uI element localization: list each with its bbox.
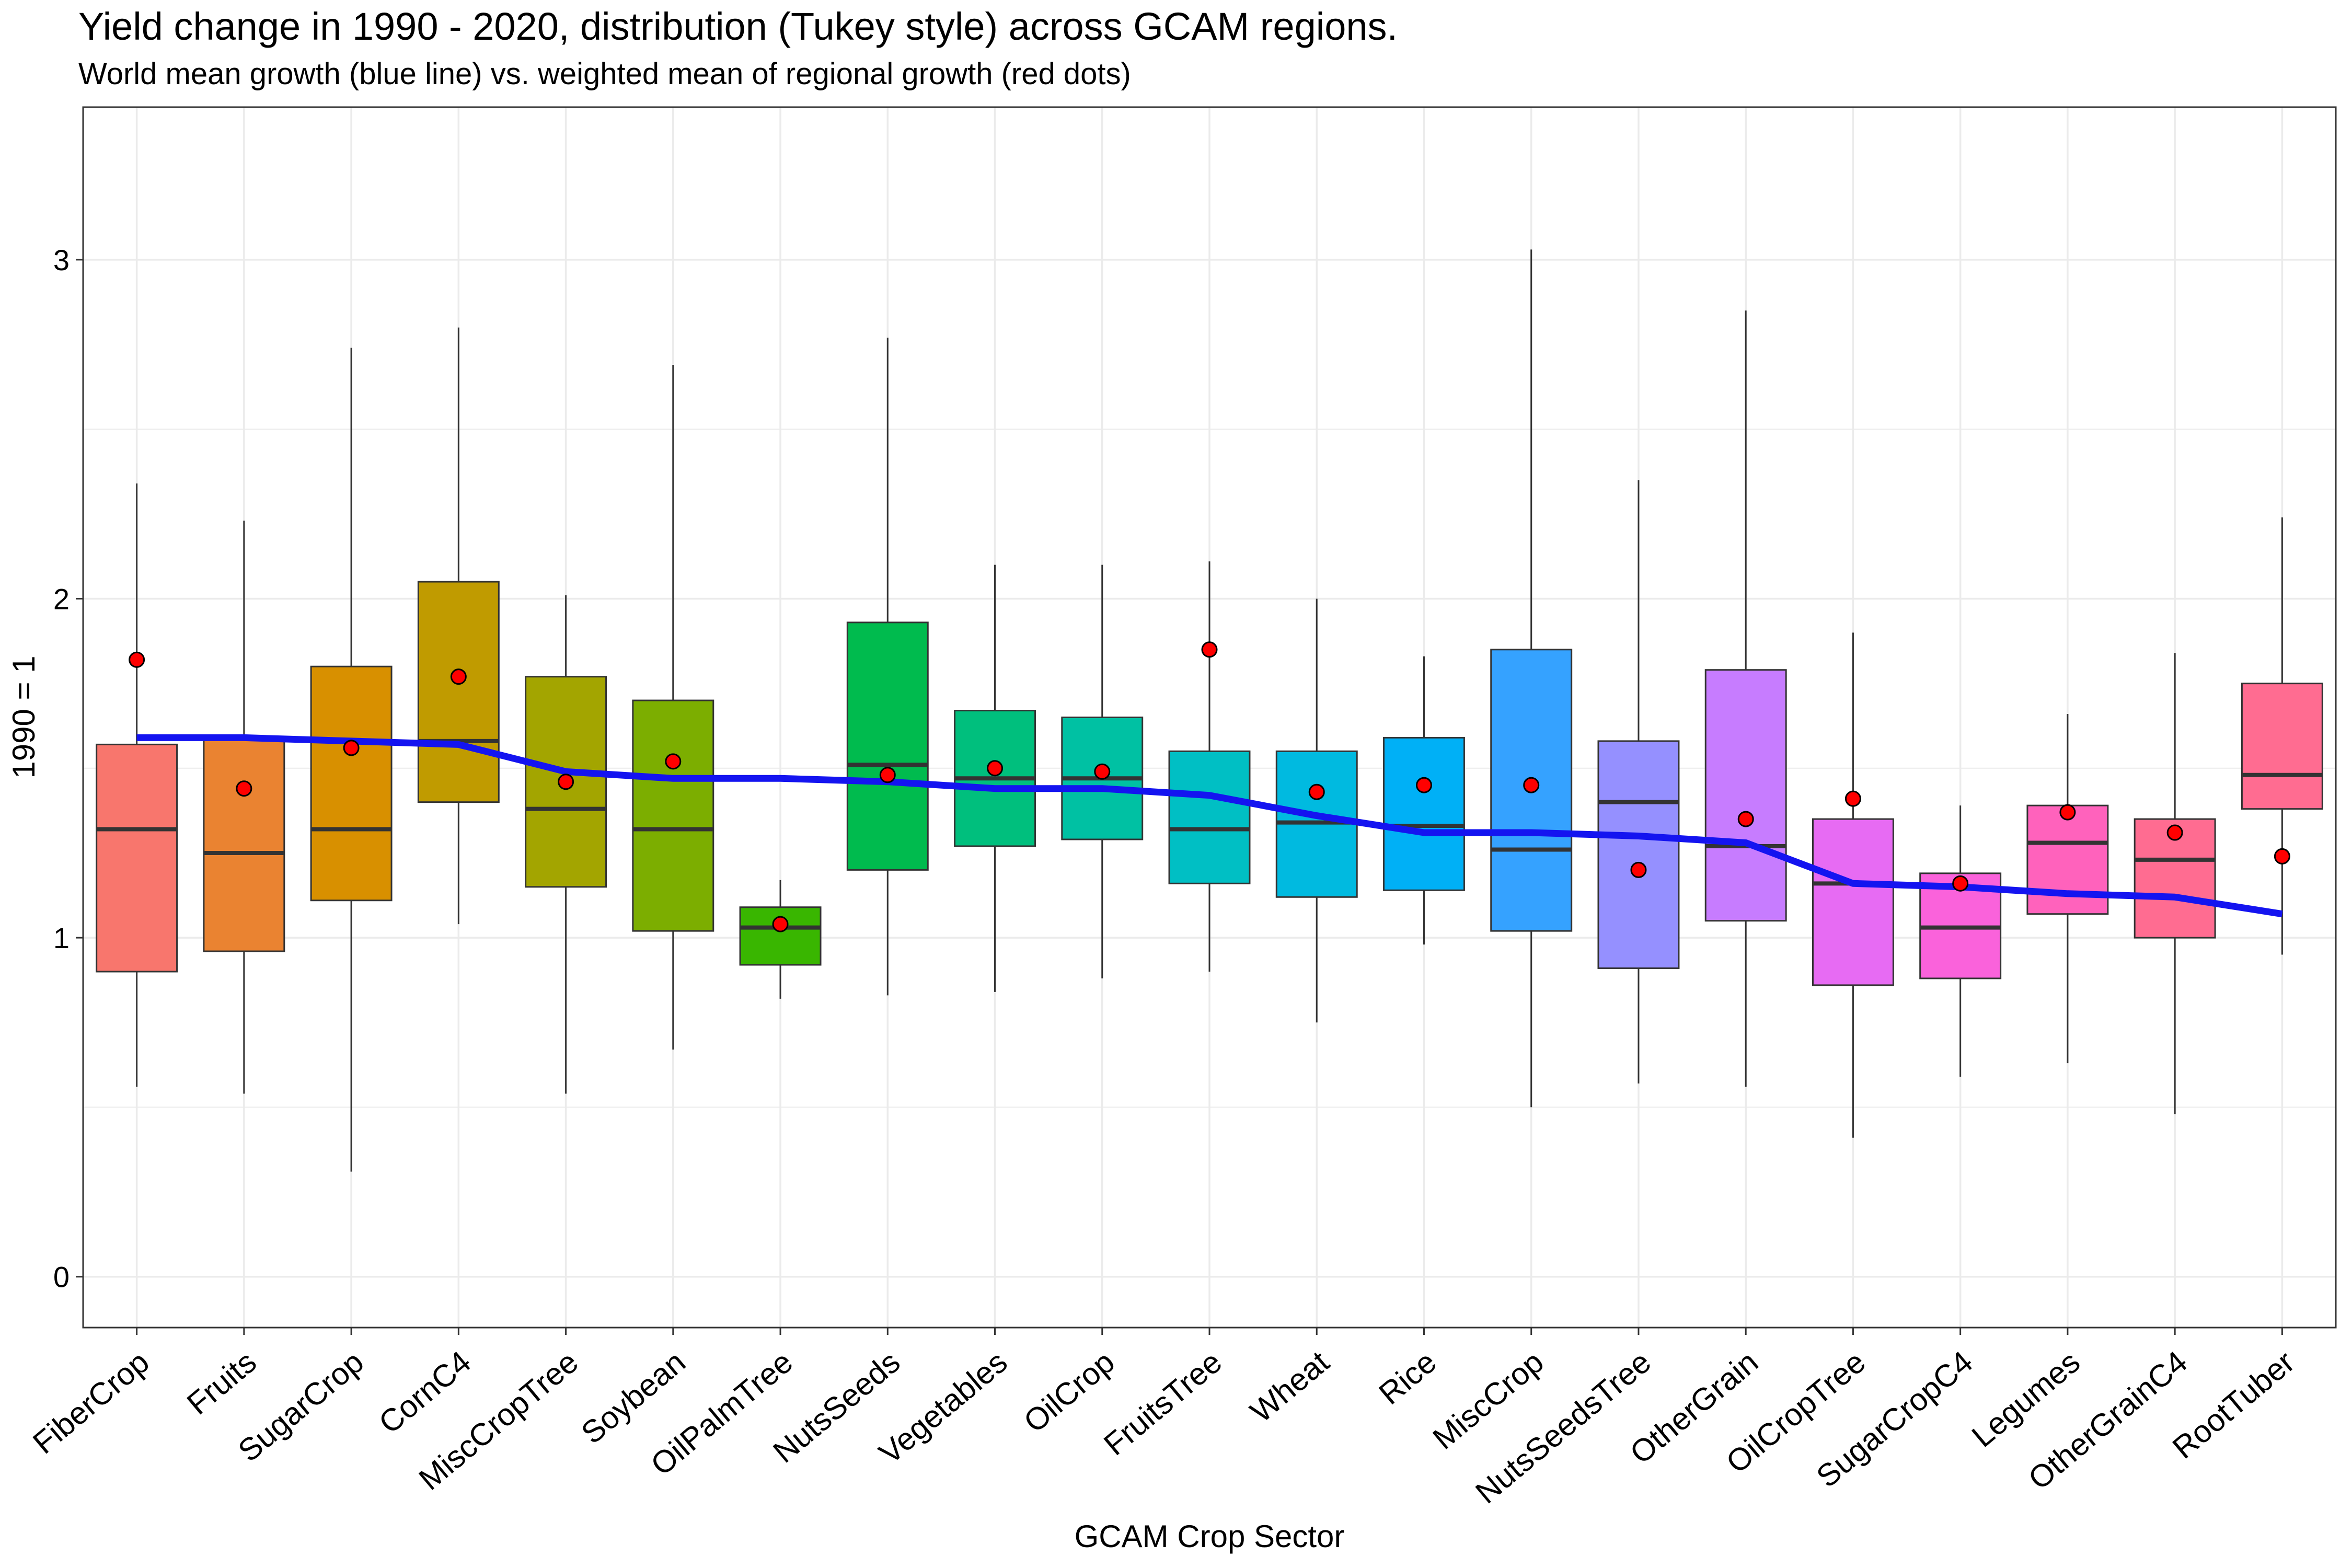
box-iqr [1490,649,1573,932]
x-axis-title: GCAM Crop Sector [1075,1519,1345,1554]
regional-mean-dot [1952,875,1969,892]
regional-mean-dot [665,753,682,770]
regional-mean-dot [450,668,467,685]
regional-mean-dot [987,760,1004,777]
regional-mean-dot [772,916,789,932]
regional-mean-dot [879,767,896,783]
x-tick-label: Wheat [1243,1344,1335,1429]
box-iqr [2241,683,2323,810]
y-tick-label: 3 [53,244,70,276]
regional-mean-dot [2274,848,2290,864]
box-iqr [1812,818,1894,986]
box-iqr [739,906,822,966]
box-iqr [846,621,929,871]
regional-mean-dot [1308,783,1325,800]
box-iqr [1383,736,1465,891]
regional-mean-dot [129,651,145,668]
box-iqr [632,699,714,932]
regional-mean-dot [1415,777,1432,793]
regional-mean-dot [1094,763,1111,780]
box-iqr [1704,669,1787,922]
regional-mean-dot [1737,811,1754,827]
box-iqr [1168,750,1251,884]
chart-title: Yield change in 1990 - 2020, distributio… [78,5,1398,48]
regional-mean-dot [558,774,574,790]
y-axis-title: 1990 = 1 [6,655,41,778]
x-tick-label: Fruits [180,1344,263,1422]
regional-mean-dot [343,740,360,756]
regional-mean-dot [1630,861,1647,878]
regional-mean-dot [1523,777,1540,793]
box-iqr [310,665,393,902]
box-iqr [1597,740,1680,969]
regional-mean-dot [1201,641,1218,658]
x-tick-label: OilCrop [1017,1344,1121,1439]
y-tick-label: 1 [53,921,70,954]
regional-mean-dot [236,780,252,797]
box-iqr [96,743,178,973]
x-tick-label: Rice [1373,1344,1443,1411]
x-tick-label: FruitsTree [1097,1344,1228,1462]
world-mean-line-layer [136,734,2283,918]
box-iqr [203,736,285,952]
x-tick-label: FiberCrop [26,1344,155,1461]
box-iqr [417,581,500,803]
x-tick-label: CornC4 [372,1344,477,1440]
world-mean-line [136,734,2283,918]
y-tick-label: 0 [53,1261,70,1294]
regional-mean-dot [1844,790,1861,807]
y-tick-label: 2 [53,582,70,615]
regional-mean-dot [2059,804,2076,821]
regional-mean-dot [2166,824,2183,841]
regional-dots-layer [129,641,2290,932]
chart-subtitle: World mean growth (blue line) vs. weight… [78,57,1131,91]
box-layer [96,249,2323,1172]
